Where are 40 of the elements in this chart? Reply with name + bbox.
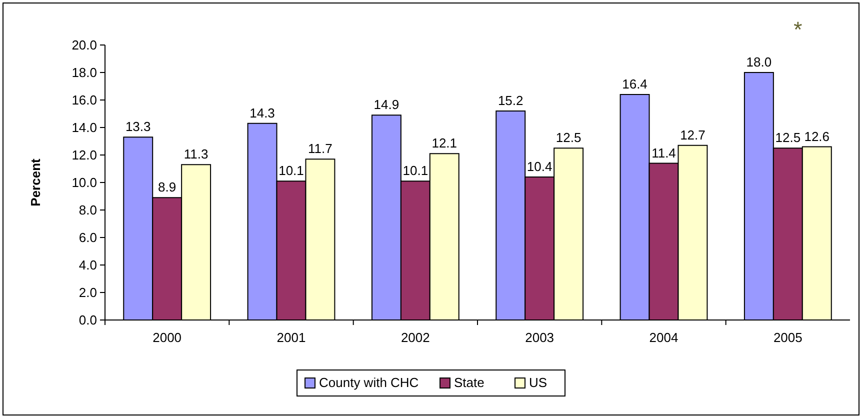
y-tick-label: 16.0 bbox=[72, 92, 97, 108]
x-tick-label: 2004 bbox=[649, 330, 678, 345]
data-label: 8.9 bbox=[158, 180, 176, 195]
data-label: 12.6 bbox=[804, 128, 830, 144]
data-label: 10.4 bbox=[526, 159, 552, 174]
legend-label: US bbox=[529, 375, 548, 390]
data-label: 12.5 bbox=[775, 130, 801, 146]
data-label: 16.4 bbox=[622, 76, 648, 92]
data-label: 13.3 bbox=[125, 119, 151, 134]
data-label: 10.1 bbox=[278, 163, 304, 178]
x-tick-label: 2005 bbox=[773, 330, 802, 345]
x-tick-label: 2002 bbox=[400, 330, 430, 345]
text: * bbox=[794, 17, 803, 42]
y-tick-label: 6.0 bbox=[78, 230, 97, 246]
y-tick-label: 4.0 bbox=[78, 258, 97, 273]
y-tick-label: 2.0 bbox=[78, 285, 97, 300]
legend-label: County with CHC bbox=[319, 375, 419, 390]
data-label: 12.1 bbox=[432, 136, 458, 151]
y-tick-label: 10.0 bbox=[72, 175, 97, 190]
y-tick-label: 20.0 bbox=[72, 38, 97, 53]
data-label: 12.7 bbox=[680, 127, 706, 142]
y-tick-label: 8.0 bbox=[78, 202, 97, 218]
y-axis-title: Percent bbox=[28, 158, 43, 206]
data-label: 12.5 bbox=[556, 130, 582, 146]
data-label: 14.3 bbox=[250, 105, 275, 120]
y-tick-label: 14.0 bbox=[72, 120, 97, 136]
x-tick-label: 2000 bbox=[152, 330, 182, 345]
data-label: 11.4 bbox=[652, 145, 676, 160]
x-tick-label: 2003 bbox=[525, 330, 554, 345]
y-tick-label: 12.0 bbox=[72, 148, 97, 163]
data-label: 14.9 bbox=[374, 97, 400, 112]
data-label: 11.3 bbox=[184, 146, 208, 162]
data-label: 15.2 bbox=[498, 93, 524, 108]
x-tick-label: 2001 bbox=[276, 330, 306, 345]
y-tick-label: 0.0 bbox=[78, 312, 97, 328]
data-label: 10.1 bbox=[402, 163, 428, 178]
legend-label: State bbox=[454, 375, 484, 390]
data-label: 18.0 bbox=[746, 54, 772, 70]
data-label: 11.7 bbox=[308, 141, 332, 156]
y-tick-label: 18.0 bbox=[72, 65, 97, 80]
